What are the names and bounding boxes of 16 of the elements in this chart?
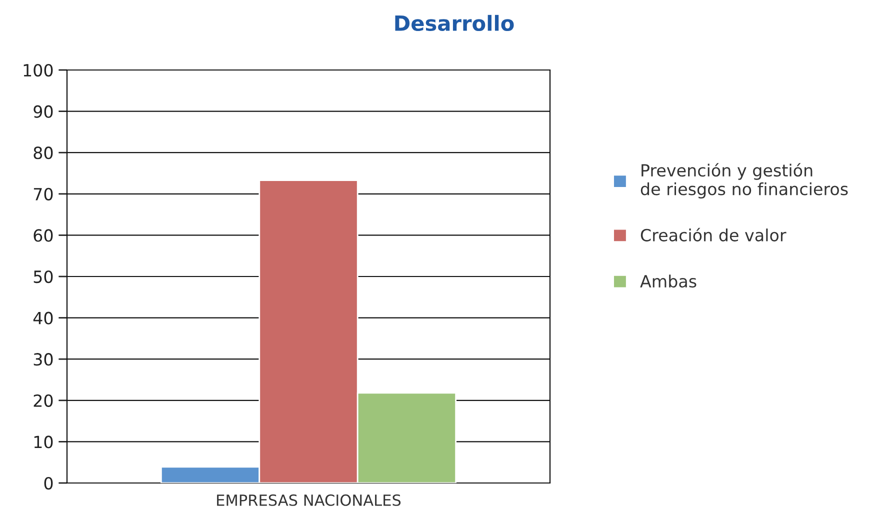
y-tick-label: 100 [24,64,53,77]
chart-title: Desarrollo [395,14,514,32]
legend-label: Creación de valor [640,228,786,242]
legend-label: Prevención y gestión de riesgos no financieros [640,163,848,199]
y-tick-label: 80 [34,146,53,160]
y-tick-label: 50 [34,270,53,284]
y-tick-label: 10 [34,436,53,448]
y-tick-label: 20 [34,394,53,407]
y-tick-label: 30 [34,353,53,366]
legend-label: Ambas [640,274,696,288]
y-tick-label: 90 [34,105,53,118]
y-tick-label: 0 [44,476,53,490]
y-tick-label: 60 [34,229,53,242]
y-tick-label: 70 [34,188,53,200]
x-tick-label: EMPRESAS NACIONALES [217,494,401,506]
y-tick-label: 40 [33,312,53,324]
